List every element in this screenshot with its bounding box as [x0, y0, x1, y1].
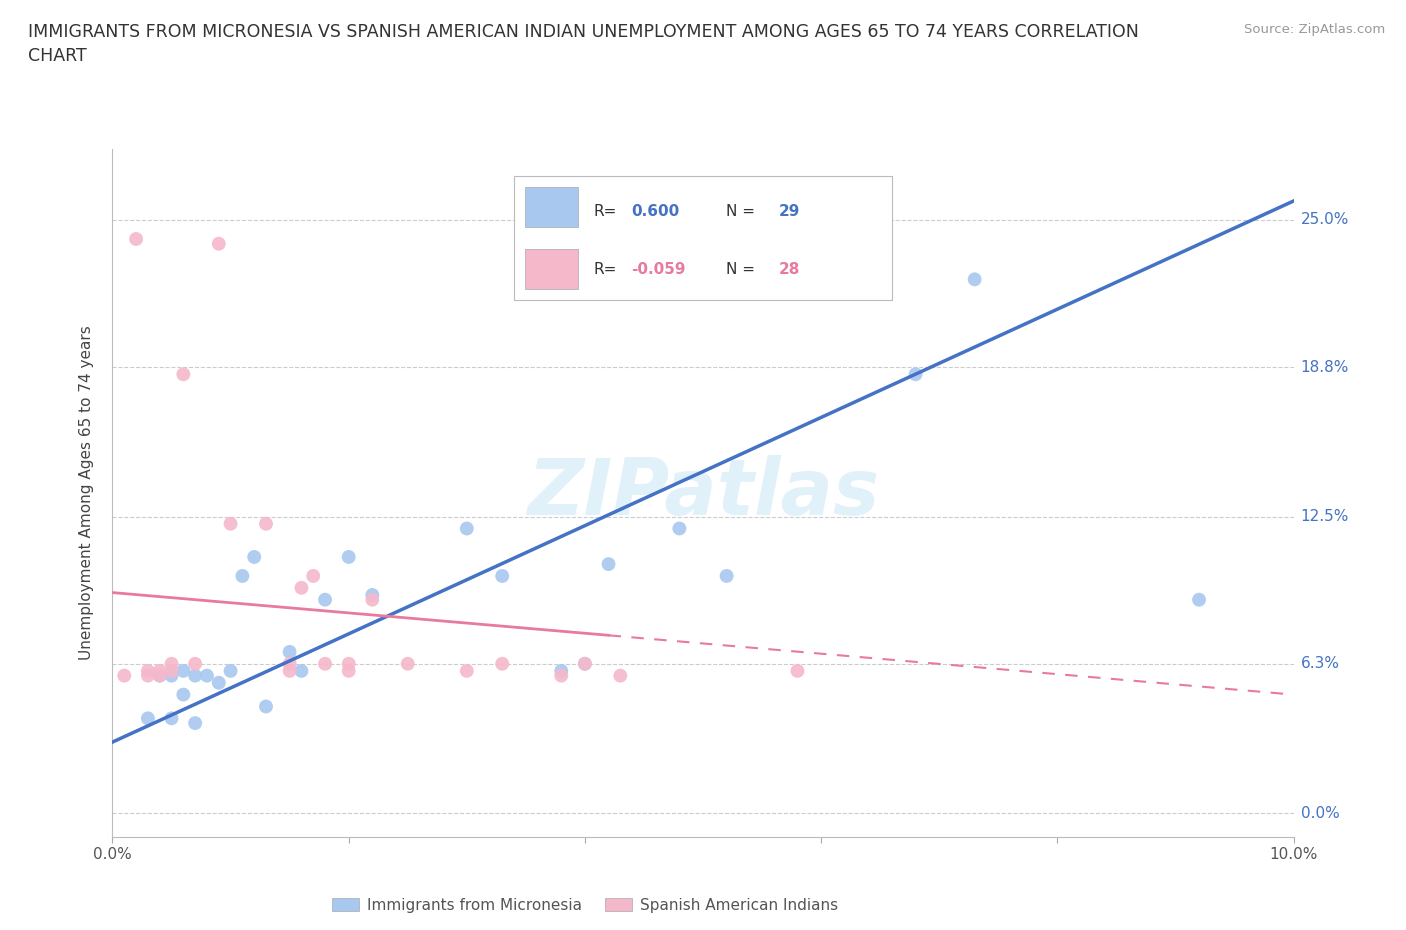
- Point: [195, 668, 218, 683]
- Point: [361, 592, 384, 607]
- Text: ZIPatlas: ZIPatlas: [527, 455, 879, 531]
- Point: [136, 663, 159, 678]
- Point: [219, 663, 242, 678]
- Point: [160, 711, 183, 725]
- Point: [160, 668, 183, 683]
- Text: -0.059: -0.059: [631, 261, 686, 277]
- Point: [314, 592, 336, 607]
- Text: 25.0%: 25.0%: [1301, 212, 1348, 228]
- Point: [160, 657, 183, 671]
- Text: 12.5%: 12.5%: [1301, 509, 1348, 525]
- Text: 0.600: 0.600: [631, 204, 679, 219]
- Point: [149, 663, 172, 678]
- Point: [208, 675, 231, 690]
- FancyBboxPatch shape: [526, 188, 578, 227]
- Text: 29: 29: [779, 204, 800, 219]
- Point: [290, 580, 312, 595]
- Point: [112, 668, 135, 683]
- Point: [172, 366, 194, 381]
- Text: 28: 28: [779, 261, 800, 277]
- Text: Source: ZipAtlas.com: Source: ZipAtlas.com: [1244, 23, 1385, 36]
- Point: [125, 232, 148, 246]
- Point: [149, 668, 172, 683]
- Point: [219, 516, 242, 531]
- Point: [904, 366, 927, 381]
- Point: [1188, 592, 1211, 607]
- Text: R=: R=: [593, 261, 617, 277]
- Point: [963, 272, 986, 286]
- Text: N =: N =: [725, 261, 759, 277]
- Text: 6.3%: 6.3%: [1301, 657, 1340, 671]
- Point: [574, 657, 596, 671]
- Point: [361, 588, 384, 603]
- Point: [456, 521, 478, 536]
- Point: [208, 236, 231, 251]
- Point: [136, 711, 159, 725]
- Point: [609, 668, 631, 683]
- Text: N =: N =: [725, 204, 759, 219]
- Text: 18.8%: 18.8%: [1301, 360, 1348, 375]
- Point: [598, 557, 620, 572]
- Point: [278, 657, 301, 671]
- Point: [231, 568, 253, 583]
- Point: [337, 550, 360, 565]
- Point: [184, 668, 207, 683]
- Point: [550, 663, 572, 678]
- Point: [149, 668, 172, 683]
- Point: [172, 687, 194, 702]
- Text: 0.0%: 0.0%: [1301, 805, 1340, 821]
- Point: [337, 663, 360, 678]
- Point: [396, 657, 419, 671]
- Point: [290, 663, 312, 678]
- Point: [491, 657, 513, 671]
- Legend: Immigrants from Micronesia, Spanish American Indians: Immigrants from Micronesia, Spanish Amer…: [326, 892, 844, 919]
- Point: [716, 568, 738, 583]
- Point: [786, 663, 808, 678]
- Point: [172, 663, 194, 678]
- Point: [160, 663, 183, 678]
- Point: [136, 668, 159, 683]
- Text: R=: R=: [593, 204, 617, 219]
- Text: IMMIGRANTS FROM MICRONESIA VS SPANISH AMERICAN INDIAN UNEMPLOYMENT AMONG AGES 65: IMMIGRANTS FROM MICRONESIA VS SPANISH AM…: [28, 23, 1139, 65]
- Point: [254, 699, 277, 714]
- Point: [243, 550, 266, 565]
- Y-axis label: Unemployment Among Ages 65 to 74 years: Unemployment Among Ages 65 to 74 years: [79, 326, 94, 660]
- Point: [574, 657, 596, 671]
- Point: [550, 668, 572, 683]
- Point: [278, 644, 301, 659]
- Point: [254, 516, 277, 531]
- Point: [302, 568, 325, 583]
- FancyBboxPatch shape: [515, 177, 891, 300]
- Point: [184, 657, 207, 671]
- FancyBboxPatch shape: [526, 249, 578, 289]
- Point: [184, 716, 207, 731]
- Point: [668, 521, 690, 536]
- Point: [456, 663, 478, 678]
- Point: [314, 657, 336, 671]
- Point: [278, 663, 301, 678]
- Point: [337, 657, 360, 671]
- Point: [491, 568, 513, 583]
